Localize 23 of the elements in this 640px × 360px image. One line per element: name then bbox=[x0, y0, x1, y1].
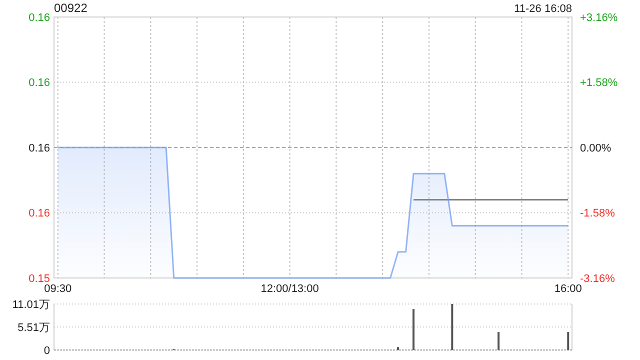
y2-tick-label: -1.58% bbox=[580, 208, 616, 220]
chart-title: 00922 bbox=[54, 1, 88, 15]
x-tick-label: 09:30 bbox=[44, 283, 72, 295]
y2-tick-label: +1.58% bbox=[580, 77, 618, 90]
y-tick-label: 0.16 bbox=[28, 208, 50, 220]
x-tick-label: 16:00 bbox=[554, 283, 582, 295]
x-tick-label: 12:00/13:00 bbox=[260, 283, 319, 295]
bar bbox=[498, 332, 500, 350]
y-tick-label: 0 bbox=[44, 344, 50, 357]
bar bbox=[412, 309, 415, 350]
y-tick-label: 0.16 bbox=[28, 77, 50, 90]
chart-subtitle: 11-26 16:08 bbox=[514, 3, 572, 15]
y-tick-label: 0.15 bbox=[28, 272, 50, 285]
bar bbox=[567, 332, 570, 350]
bar bbox=[451, 304, 454, 350]
bar bbox=[397, 347, 400, 350]
y2-tick-label: +3.16% bbox=[580, 12, 618, 24]
y-tick-label: 0.16 bbox=[28, 142, 50, 154]
y2-tick-label: -3.16% bbox=[580, 272, 616, 285]
y-tick-label: 0.16 bbox=[28, 12, 50, 24]
y2-tick-label: 0.00% bbox=[580, 142, 612, 154]
y-tick-label: 5.51万 bbox=[18, 322, 50, 334]
y-tick-label: 11.01万 bbox=[12, 298, 50, 311]
